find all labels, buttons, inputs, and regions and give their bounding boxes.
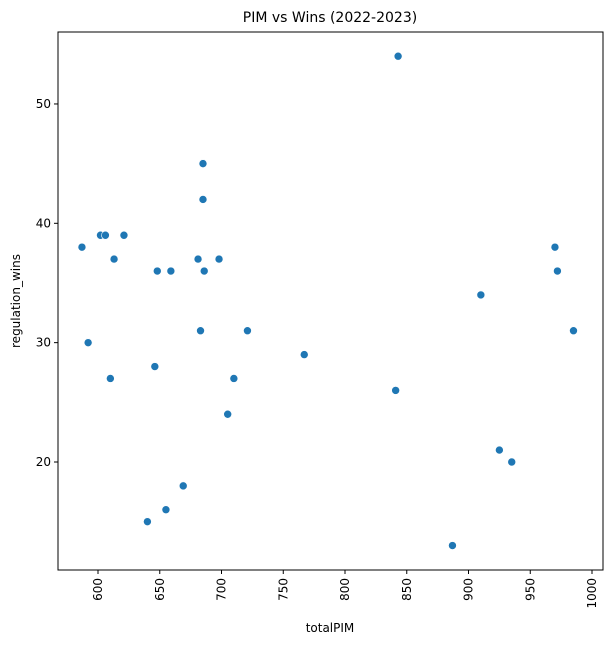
- point: [150, 362, 160, 371]
- x-tick-label: 700: [215, 578, 229, 601]
- point: [199, 266, 209, 276]
- point: [391, 386, 400, 395]
- point: [106, 374, 115, 383]
- x-tick-label: 950: [523, 578, 537, 601]
- plot-frame: [57, 31, 604, 571]
- x-tick-label: 650: [153, 578, 167, 601]
- point: [152, 266, 162, 276]
- x-tick-label: 850: [400, 578, 414, 601]
- y-tick-label: 20: [36, 455, 51, 469]
- x-tick-label: 600: [91, 578, 105, 601]
- x-tick-label: 800: [338, 578, 352, 601]
- y-axis-label: regulation_wins: [9, 254, 23, 348]
- point: [495, 445, 504, 455]
- point: [178, 481, 188, 491]
- point: [299, 350, 309, 359]
- point: [196, 326, 205, 336]
- point: [166, 266, 176, 276]
- x-tick-label: 750: [276, 578, 290, 601]
- point: [550, 242, 560, 252]
- point: [198, 195, 208, 204]
- point: [101, 230, 110, 240]
- y-tick-label: 50: [36, 97, 51, 111]
- point: [161, 505, 171, 515]
- point: [193, 254, 203, 264]
- chart-title: PIM vs Wins (2022-2023): [243, 10, 417, 26]
- point: [223, 409, 232, 419]
- x-tick-label: 900: [462, 578, 476, 601]
- point: [214, 254, 224, 264]
- y-tick-label: 30: [36, 336, 51, 350]
- point: [243, 326, 252, 336]
- point: [569, 326, 578, 336]
- point: [476, 290, 486, 300]
- point: [109, 254, 119, 264]
- x-axis-label: totalPIM: [306, 621, 355, 635]
- point: [507, 457, 517, 467]
- point: [77, 242, 87, 252]
- point: [393, 51, 403, 61]
- point: [143, 517, 152, 526]
- point: [119, 230, 129, 240]
- point: [83, 338, 93, 347]
- point: [198, 159, 208, 168]
- point: [448, 541, 457, 550]
- y-tick-label: 40: [36, 216, 51, 230]
- point: [553, 266, 562, 276]
- point: [229, 374, 239, 383]
- x-tick-label: 1000: [585, 578, 599, 609]
